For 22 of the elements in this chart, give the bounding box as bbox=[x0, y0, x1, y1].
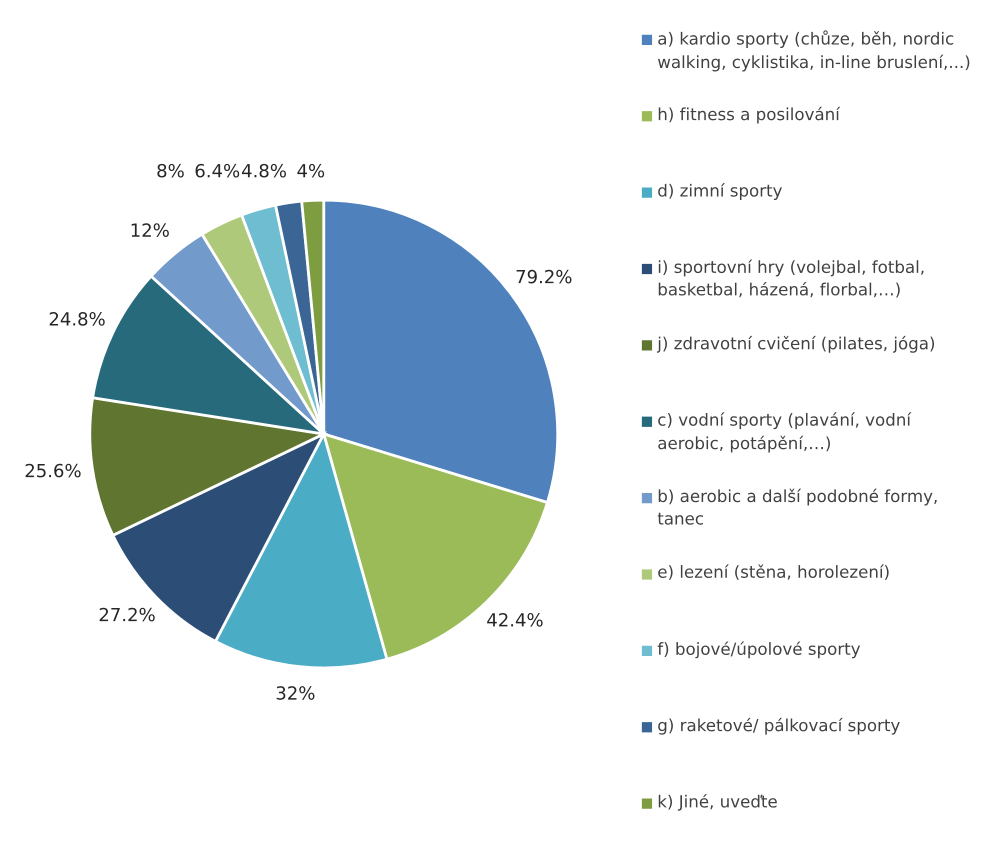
legend-label: e) lezení (stěna, horolezení) bbox=[658, 564, 889, 580]
data-label: 24.8% bbox=[50, 312, 105, 326]
data-label: 79.2% bbox=[516, 270, 572, 284]
data-label: 32% bbox=[276, 686, 314, 700]
data-label: 6.4% bbox=[196, 164, 240, 178]
data-label: 4% bbox=[297, 164, 324, 178]
legend-label: g) raketové/ pálkovací sporty bbox=[658, 718, 900, 735]
data-label: 42.4% bbox=[487, 613, 543, 627]
legend-label: d) zimní sporty bbox=[658, 183, 782, 200]
legend-label: a) kardio sporty (chůze, běh, nordic walking, cyklistika, in-line bruslení,...) bbox=[658, 30, 970, 72]
data-label: 8% bbox=[157, 164, 184, 178]
data-label: 25.6% bbox=[26, 464, 81, 478]
legend-label: b) aerobic a další podobné formy, tanec bbox=[658, 488, 937, 525]
legend-label: i) sportovní hry (volejbal, fotbal, basketbal, házená, florbal,…) bbox=[658, 260, 924, 298]
legend-label: f) bojové/úpolové sporty bbox=[658, 641, 860, 658]
legend-label: h) fitness a posilování bbox=[658, 106, 840, 124]
data-label: 12% bbox=[132, 223, 169, 237]
data-label: 4.8% bbox=[242, 164, 286, 178]
legend-label: c) vodní sporty (plavání, vodní aerobic, potápění,…) bbox=[658, 412, 912, 453]
legend-label: j) zdravotní cvičení (pilates, jóga) bbox=[656, 336, 934, 353]
data-label: 27.2% bbox=[100, 608, 155, 622]
legend-label: k) Jiné, uveďte bbox=[658, 794, 777, 811]
